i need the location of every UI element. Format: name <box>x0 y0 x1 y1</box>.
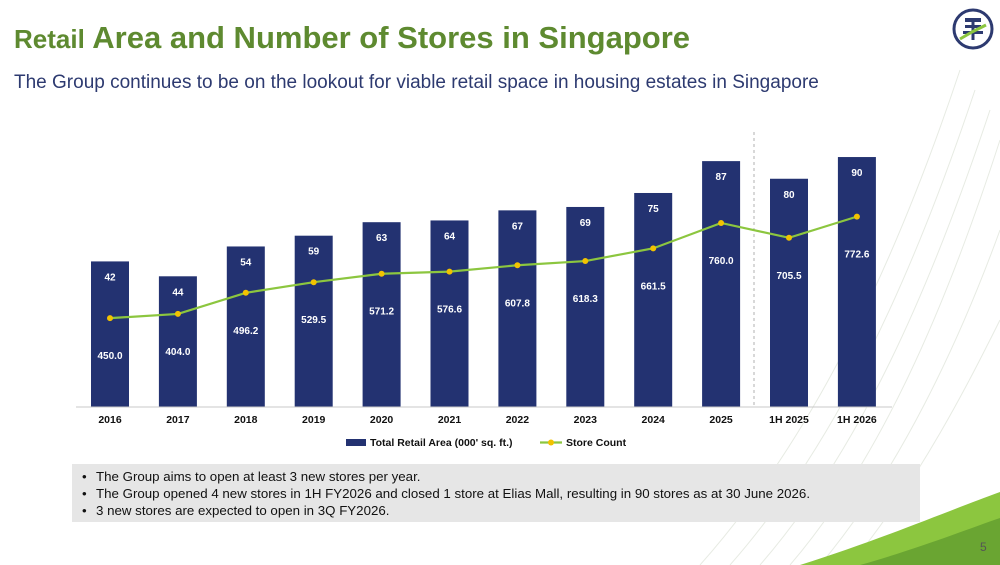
company-logo-icon <box>952 8 994 50</box>
retail-area-label: 772.6 <box>844 250 869 261</box>
bar-2020 <box>362 222 401 407</box>
bar-2017 <box>158 276 197 407</box>
retail-area-label: 607.8 <box>505 298 530 309</box>
retail-area-label: 404.0 <box>165 347 190 358</box>
store-count-point <box>174 310 181 317</box>
legend-label-area: Total Retail Area (000' sq. ft.) <box>370 437 513 449</box>
store-count-label: 69 <box>580 218 592 229</box>
x-tick-label: 2025 <box>709 414 733 426</box>
retail-area-label: 576.6 <box>437 305 462 316</box>
store-count-label: 67 <box>512 221 524 232</box>
store-count-point <box>718 219 725 226</box>
store-count-label: 87 <box>716 172 728 183</box>
retail-area-label: 571.2 <box>369 307 394 318</box>
store-count-label: 90 <box>851 168 863 179</box>
bar-2021 <box>430 220 469 407</box>
store-count-label: 75 <box>648 204 660 215</box>
retail-area-label: 529.5 <box>301 315 326 326</box>
x-tick-label: 1H 2026 <box>837 414 877 426</box>
bar-1h-2026 <box>837 157 876 407</box>
retail-area-label: 450.0 <box>97 351 122 362</box>
note-item: The Group aims to open at least 3 new st… <box>82 468 912 485</box>
title-main: Area and Number of Stores in Singapore <box>92 20 690 55</box>
x-tick-label: 2021 <box>438 414 462 426</box>
x-tick-label: 2023 <box>574 414 598 426</box>
retail-area-label: 760.0 <box>709 256 734 267</box>
store-count-label: 42 <box>104 272 116 283</box>
bar-1h-2025 <box>770 178 808 407</box>
store-count-label: 64 <box>444 231 456 242</box>
store-count-label: 80 <box>783 190 795 201</box>
retail-area-label: 618.3 <box>573 294 598 305</box>
store-count-point <box>514 262 521 269</box>
x-tick-label: 2017 <box>166 414 190 426</box>
store-count-label: 54 <box>240 257 252 268</box>
x-tick-label: 2018 <box>234 414 258 426</box>
store-count-point <box>242 289 249 296</box>
retail-area-store-chart: 42 450.0 44 404.0 54 496.2 59 529.5 63 571.2 64 576… <box>76 132 892 449</box>
page-title: Retail Area and Number of Stores in Sing… <box>14 20 690 56</box>
store-count-point <box>378 270 385 277</box>
bar-2023 <box>566 206 605 407</box>
store-count-label: 59 <box>308 247 320 258</box>
store-count-point <box>853 213 860 220</box>
legend: Total Retail Area (000' sq. ft.) Store C… <box>346 437 627 449</box>
legend-swatch-marker <box>548 439 554 446</box>
bar-2024 <box>634 192 673 407</box>
bar-2025 <box>702 161 741 407</box>
x-tick-label: 1H 2025 <box>769 414 809 426</box>
page-number: 5 <box>980 540 987 554</box>
store-count-point <box>582 258 589 265</box>
store-count-point <box>650 245 657 252</box>
x-tick-label: 2022 <box>506 414 530 426</box>
store-count-line <box>109 215 858 320</box>
store-count-point <box>786 234 792 241</box>
page-subtitle: The Group continues to be on the lookout… <box>14 72 819 93</box>
store-count-label: 44 <box>172 287 184 298</box>
bar-2022 <box>498 210 537 407</box>
store-count-point <box>310 279 317 286</box>
x-tick-label: 2016 <box>98 414 122 426</box>
x-tick-label: 2019 <box>302 414 326 426</box>
title-prefix: Retail <box>14 24 85 54</box>
note-item: The Group opened 4 new stores in 1H FY20… <box>82 485 912 502</box>
store-count-label: 63 <box>376 233 388 244</box>
bar-2019 <box>294 235 333 407</box>
notes-box: The Group aims to open at least 3 new st… <box>72 464 920 522</box>
store-count-point <box>446 268 453 275</box>
bar-2016 <box>91 261 129 407</box>
bar-2018 <box>226 246 265 407</box>
legend-swatch-area <box>346 439 366 446</box>
retail-area-label: 496.2 <box>233 326 258 337</box>
retail-area-label: 705.5 <box>776 271 801 282</box>
notes-list: The Group aims to open at least 3 new st… <box>82 468 912 519</box>
note-item: 3 new stores are expected to open in 3Q … <box>82 502 912 519</box>
x-tick-label: 2024 <box>642 414 666 426</box>
retail-area-label: 661.5 <box>641 281 666 292</box>
store-count-point <box>107 315 113 322</box>
legend-label-count: Store Count <box>566 437 627 449</box>
x-tick-label: 2020 <box>370 414 394 426</box>
